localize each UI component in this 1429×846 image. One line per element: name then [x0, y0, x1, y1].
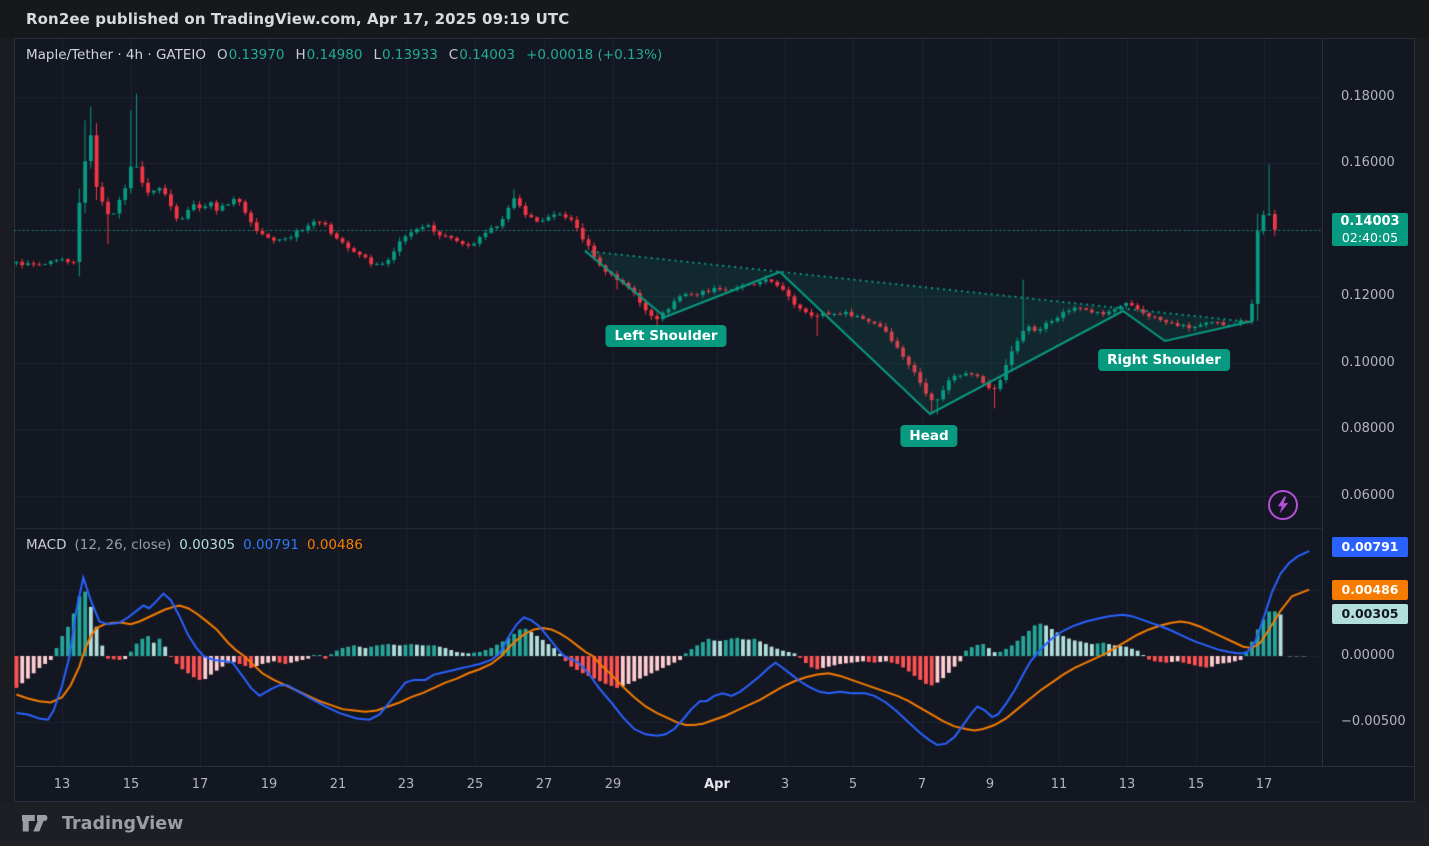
- ohlc-open: O 0.13970: [217, 47, 284, 63]
- time-axis-label: 17: [1255, 777, 1273, 792]
- macd-line-value: 0.00791: [243, 537, 299, 553]
- ohlc-close: C 0.14003: [449, 47, 515, 63]
- chart-canvas[interactable]: [14, 38, 1322, 766]
- close-label: C: [448, 47, 459, 63]
- time-axis-label: 25: [466, 777, 484, 792]
- close-value: 0.14003: [459, 47, 516, 63]
- lightning-button[interactable]: [1268, 490, 1298, 520]
- lightning-bolt-icon: [1277, 496, 1289, 514]
- price-axis-label: 0.10000: [1341, 355, 1395, 370]
- time-axis-label: 13: [53, 777, 71, 792]
- open-value: 0.13970: [228, 47, 285, 63]
- time-axis-label: 13: [1118, 777, 1136, 792]
- pattern-label-left-shoulder[interactable]: Left Shoulder: [605, 325, 727, 347]
- price-axis-label: 0.18000: [1341, 89, 1395, 104]
- high-value: 0.14980: [306, 47, 363, 63]
- price-axis-label: 0.06000: [1341, 488, 1395, 503]
- histogram-badge: 0.00305: [1332, 604, 1408, 624]
- price-axis-label: 0.12000: [1341, 288, 1395, 303]
- time-axis-label: 9: [985, 777, 995, 792]
- open-label: O: [216, 47, 228, 63]
- publish-bar: Ron2ee published on TradingView.com, Apr…: [0, 0, 1429, 38]
- time-axis-label: 15: [122, 777, 140, 792]
- pattern-label-head[interactable]: Head: [900, 425, 958, 447]
- low-value: 0.13933: [381, 47, 438, 63]
- time-axis-label: 17: [191, 777, 209, 792]
- time-axis-label: 15: [1187, 777, 1205, 792]
- price-axis-label: 0.16000: [1341, 155, 1395, 170]
- time-axis-label: 19: [260, 777, 278, 792]
- price-axis-label: 0.08000: [1341, 421, 1395, 436]
- indicator-header: MACD (12, 26, close) 0.00305 0.00791 0.0…: [26, 537, 363, 553]
- ohlc-high: H 0.14980: [295, 47, 362, 63]
- macd-line-badge: 0.00791: [1332, 537, 1408, 557]
- time-axis-label: Apr: [704, 777, 730, 792]
- time-axis-label: 7: [917, 777, 927, 792]
- signal-line-badge: 0.00486: [1332, 580, 1408, 600]
- time-axis-label: 5: [848, 777, 858, 792]
- tradingview-logo-icon[interactable]: [22, 813, 52, 835]
- indicator-name: MACD: [26, 537, 67, 553]
- indicator-args: (12, 26, close): [74, 537, 172, 553]
- time-axis-label: 23: [397, 777, 415, 792]
- time-axis-label: 3: [780, 777, 790, 792]
- low-label: L: [373, 47, 381, 63]
- macd-signal-value: 0.00486: [306, 537, 363, 553]
- macd-axis-label: −0.00500: [1341, 714, 1406, 729]
- macd-axis-label: 0.00000: [1341, 648, 1395, 663]
- countdown-timer: 02:40:05: [1341, 230, 1399, 245]
- high-label: H: [295, 47, 306, 63]
- symbol-title: Maple/Tether · 4h · GATEIO: [26, 47, 206, 63]
- symbol-header: Maple/Tether · 4h · GATEIO O 0.13970 H 0.1…: [26, 47, 662, 63]
- time-axis-label: 27: [535, 777, 553, 792]
- time-axis-label: 29: [604, 777, 622, 792]
- ohlc-low: L 0.13933: [373, 47, 437, 63]
- price-axis[interactable]: 0.18000 0.16000 0.12000 0.10000 0.08000 0.060…: [1322, 38, 1415, 766]
- change-value: +0.00018 (+0.13%): [526, 47, 663, 63]
- time-axis-label: 11: [1050, 777, 1068, 792]
- publish-text: Ron2ee published on TradingView.com, Apr…: [26, 10, 570, 28]
- time-axis-label: 21: [329, 777, 347, 792]
- macd-hist-value: 0.00305: [179, 537, 236, 553]
- time-axis[interactable]: 13 15 17 19 21 23 25 27 29 Apr 3 5 7 9 11 13 15 17: [14, 766, 1415, 802]
- brand-text[interactable]: TradingView: [62, 814, 184, 834]
- pattern-label-right-shoulder[interactable]: Right Shoulder: [1098, 349, 1230, 371]
- current-price-badge: 0.14003 02:40:05: [1332, 213, 1408, 246]
- current-price-value: 0.14003: [1340, 214, 1400, 229]
- footer-bar: TradingView: [0, 802, 1429, 846]
